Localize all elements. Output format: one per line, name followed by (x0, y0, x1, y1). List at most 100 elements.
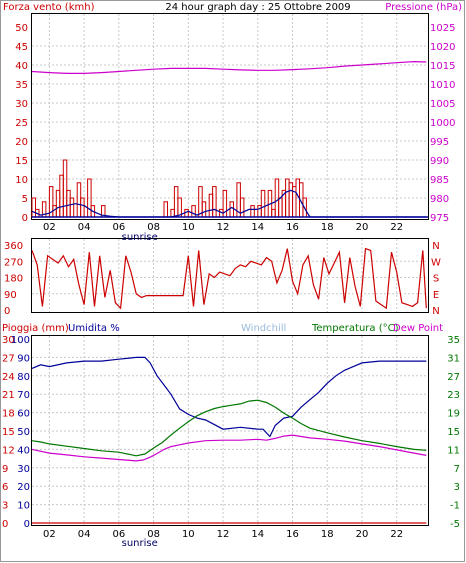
y-tick-label: 18 (2, 409, 15, 420)
y-tick-label: 90 (17, 353, 30, 364)
y-tick-label: 20 (17, 482, 30, 493)
legend-windchill: Windchill (241, 323, 286, 334)
x-tick-label: 08 (147, 222, 160, 233)
y-tick-label: 3 (454, 482, 460, 493)
y-tick-label: 1025 (430, 23, 455, 34)
x-tick-label: 22 (390, 529, 403, 540)
compass-label: N (432, 241, 439, 252)
legend-dewpoint: Dew Point (393, 323, 443, 334)
x-tick-label: 12 (217, 529, 230, 540)
x-tick-label: 10 (182, 529, 195, 540)
y-tick-label: 60 (17, 409, 30, 420)
y-tick-label: 0 (2, 519, 8, 530)
y-tick-label: 3 (2, 501, 8, 512)
pressure-line (31, 60, 427, 75)
y-tick-label: 5 (22, 194, 28, 205)
y-tick-label: 7 (454, 464, 460, 475)
x-tick-label: 06 (112, 529, 125, 540)
y-tick-label: 12 (2, 445, 15, 456)
compass-label: N (432, 306, 439, 317)
y-tick-label: 990 (430, 156, 449, 167)
sunrise-label-bottom: sunrise (122, 538, 158, 549)
y-tick-label: -5 (450, 519, 460, 530)
y-tick-label: 21 (2, 390, 15, 401)
y-tick-label: 1010 (430, 80, 455, 91)
y-tick-label: 30 (2, 335, 15, 346)
x-tick-label: 18 (321, 529, 334, 540)
x-tick-label: 16 (286, 529, 299, 540)
y-tick-label: 30 (15, 99, 28, 110)
y-tick-label: 180 (4, 274, 23, 285)
x-tick-label: 12 (217, 222, 230, 233)
y-tick-label: -1 (450, 501, 460, 512)
y-tick-label: 15 (447, 427, 460, 438)
y-tick-label: 70 (17, 390, 30, 401)
y-tick-label: 15 (15, 156, 28, 167)
y-tick-label: 31 (447, 353, 460, 364)
legend-temperature: Temperatura (°C) (311, 323, 399, 334)
x-tick-label: 14 (251, 529, 264, 540)
y-tick-label: 270 (4, 257, 23, 268)
compass-label: W (431, 257, 441, 268)
y-tick-label: 50 (15, 23, 28, 34)
temperature-line (31, 399, 427, 457)
x-tick-label: 20 (356, 222, 369, 233)
humidity-line (31, 356, 427, 438)
y-tick-label: 0 (22, 213, 28, 224)
legend-rain: Pioggia (mm) (2, 323, 69, 334)
y-tick-label: 10 (17, 501, 30, 512)
y-tick-label: 27 (2, 353, 15, 364)
pressure-title: Pressione (hPa) (385, 2, 462, 13)
y-tick-label: 1015 (430, 61, 455, 72)
y-tick-label: 24 (2, 372, 15, 383)
x-tick-label: 14 (251, 222, 264, 233)
y-tick-label: 1005 (430, 99, 455, 110)
x-tick-label: 18 (321, 222, 334, 233)
y-tick-label: 40 (17, 445, 30, 456)
y-tick-label: 35 (447, 335, 460, 346)
bottom-panel-frame (31, 335, 429, 526)
x-tick-label: 16 (286, 222, 299, 233)
y-tick-label: 995 (430, 137, 449, 148)
y-tick-label: 50 (17, 427, 30, 438)
middle-panel-frame (31, 238, 429, 313)
y-tick-label: 360 (4, 241, 23, 252)
y-tick-label: 90 (4, 290, 17, 301)
y-tick-label: 25 (15, 118, 28, 129)
y-tick-label: 100 (11, 335, 30, 346)
x-tick-label: 22 (390, 222, 403, 233)
wind-title: Forza vento (kmh) (3, 2, 95, 13)
compass-label: E (433, 290, 439, 301)
x-tick-label: 10 (182, 222, 195, 233)
compass-label: S (433, 274, 439, 285)
y-tick-label: 45 (15, 42, 28, 53)
sunrise-label-top: sunrise (122, 232, 158, 243)
y-tick-label: 1020 (430, 42, 455, 53)
y-tick-label: 980 (430, 194, 449, 205)
y-tick-label: 9 (2, 464, 8, 475)
top-panel-frame (31, 13, 429, 220)
y-tick-label: 80 (17, 372, 30, 383)
y-tick-label: 0 (24, 519, 30, 530)
x-tick-label: 20 (356, 529, 369, 540)
y-tick-label: 11 (447, 445, 460, 456)
x-tick-label: 02 (43, 222, 56, 233)
y-tick-label: 0 (4, 306, 10, 317)
y-tick-label: 1000 (430, 118, 455, 129)
y-tick-label: 19 (447, 409, 460, 420)
x-tick-label: 04 (78, 529, 91, 540)
x-tick-label: 02 (43, 529, 56, 540)
x-tick-label: 06 (112, 222, 125, 233)
y-tick-label: 35 (15, 80, 28, 91)
y-tick-label: 27 (447, 372, 460, 383)
wind-direction-line (31, 247, 427, 310)
y-tick-label: 40 (15, 61, 28, 72)
wind-average-line (31, 189, 427, 218)
y-tick-label: 985 (430, 175, 449, 186)
chart-title: 24 hour graph day : 25 Ottobre 2009 (165, 2, 350, 13)
y-tick-label: 15 (2, 427, 15, 438)
dewpoint-line (31, 434, 427, 462)
legend-humidity: Umidita % (68, 323, 120, 334)
